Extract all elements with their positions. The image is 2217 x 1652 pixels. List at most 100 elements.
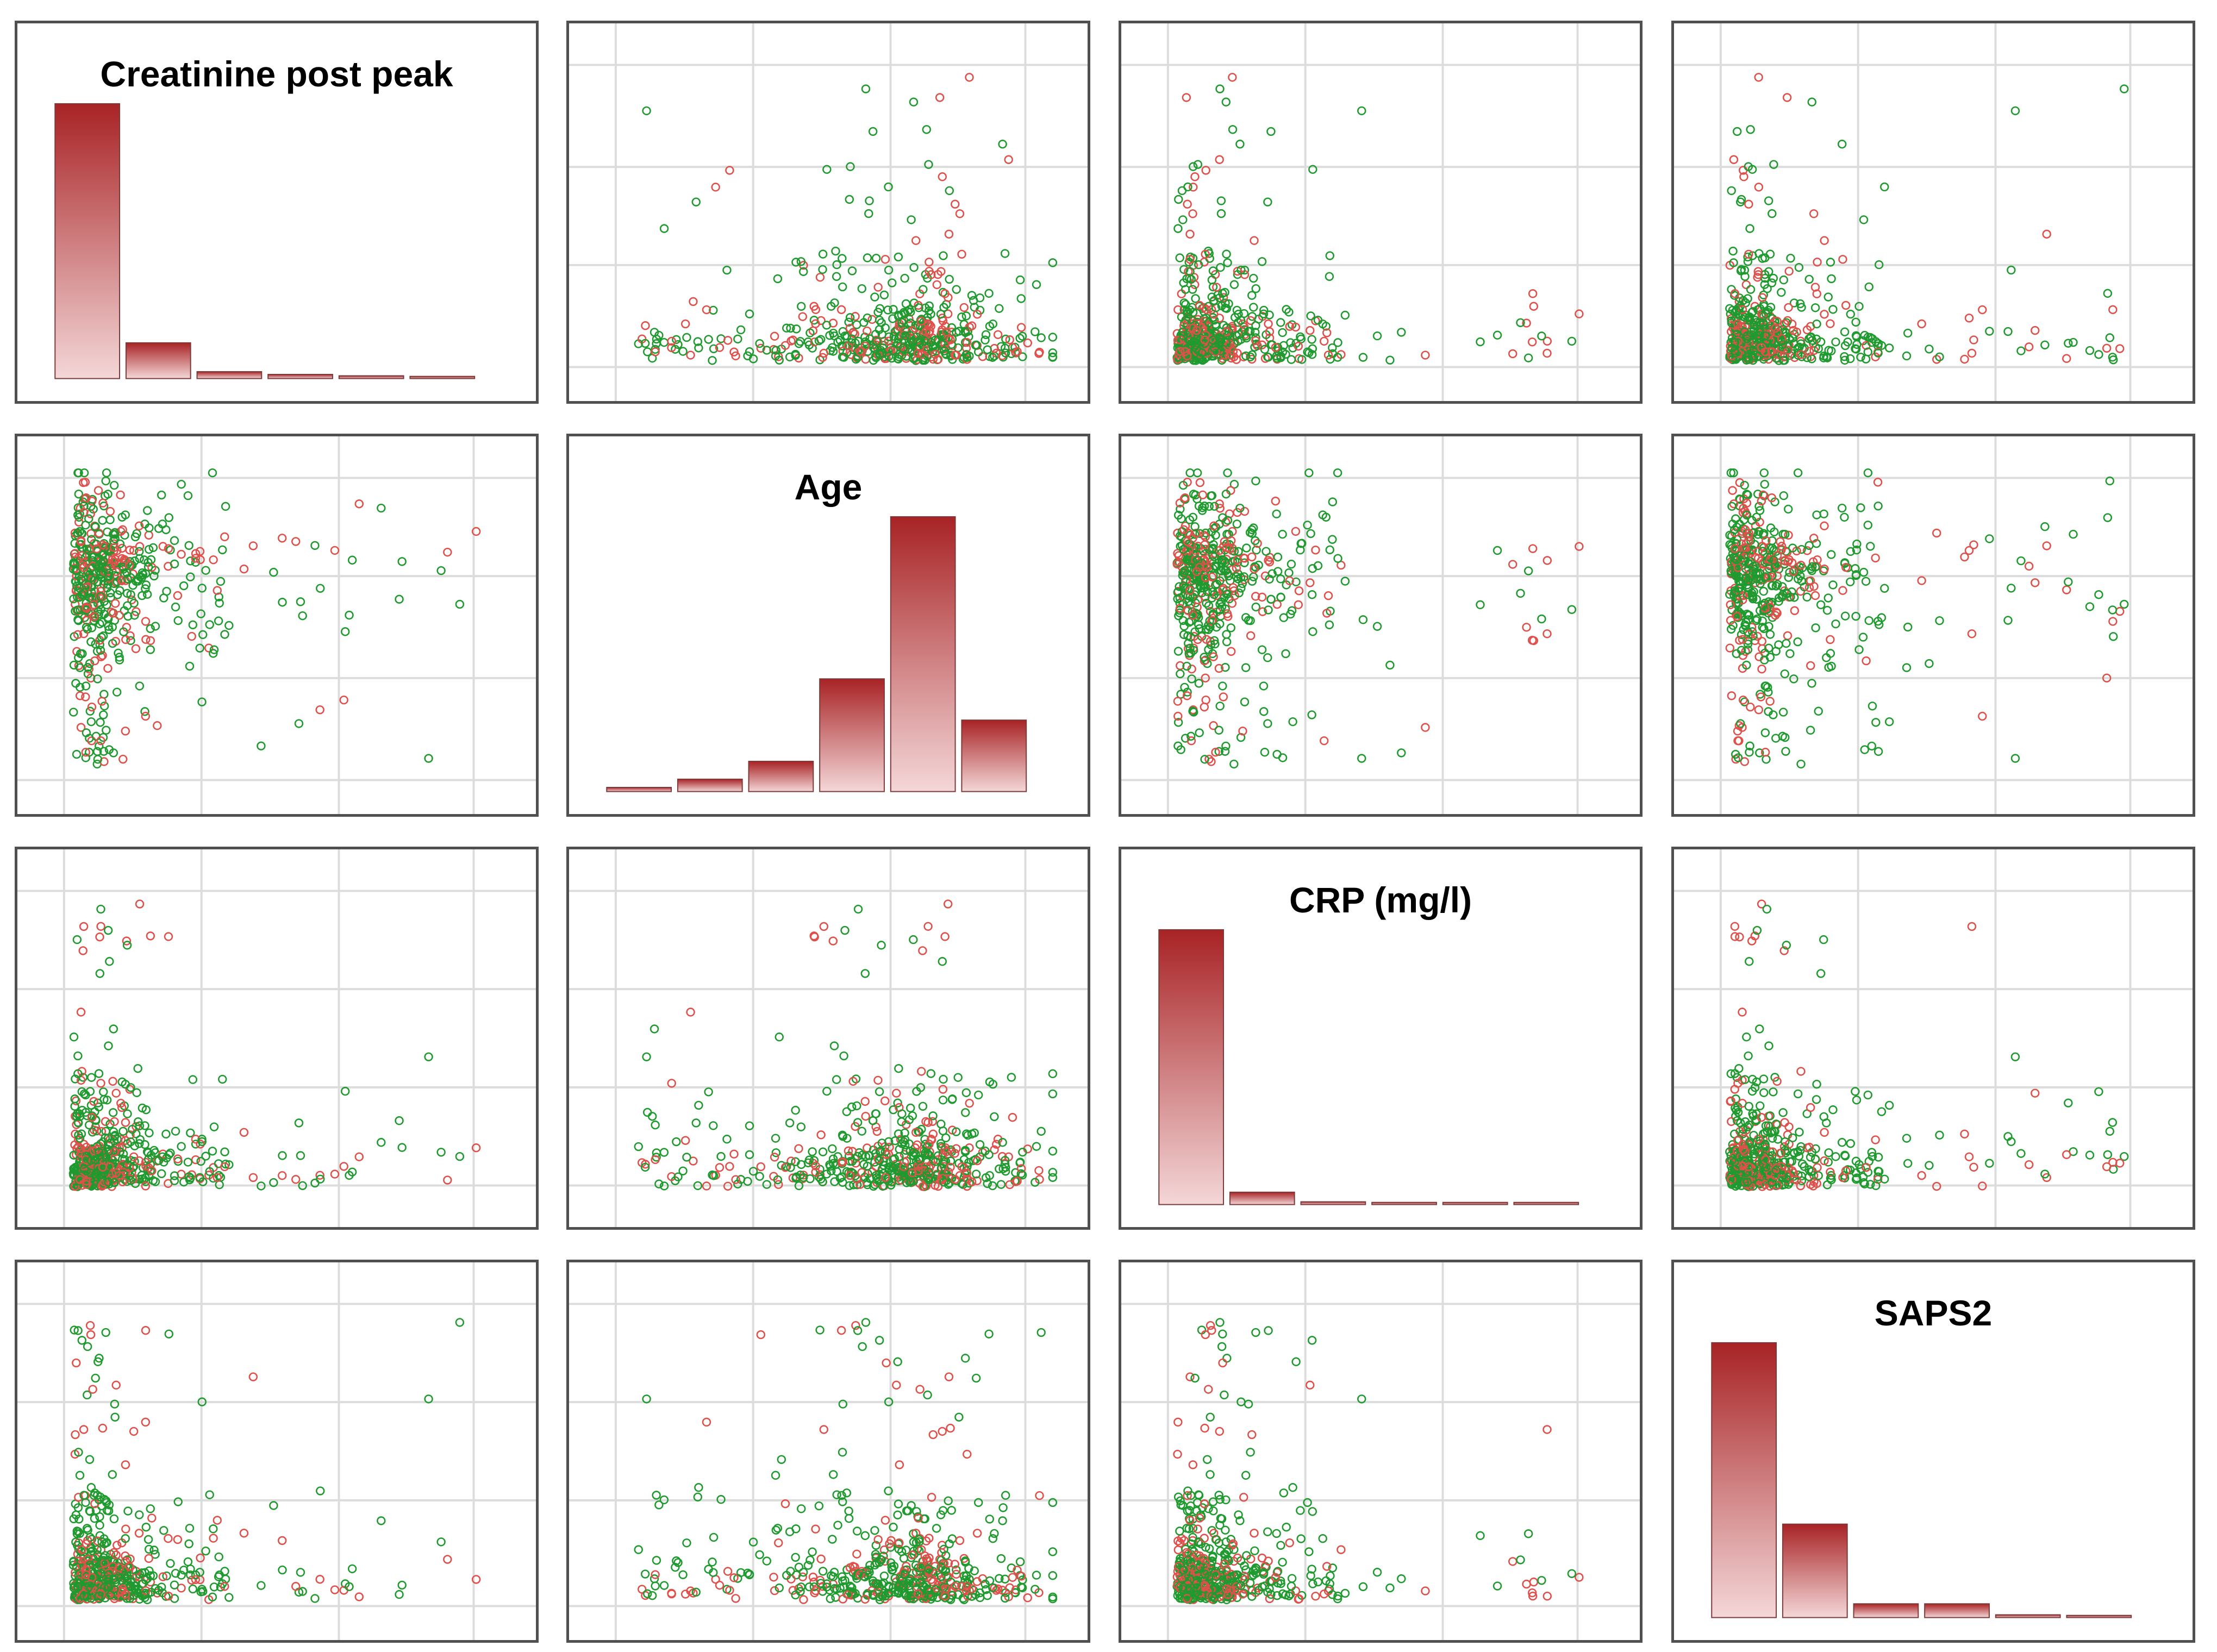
point-green: [1743, 294, 1752, 303]
point-green: [809, 1156, 819, 1165]
point-green: [1185, 515, 1195, 524]
point-green: [1263, 719, 1272, 728]
point-green: [148, 543, 158, 552]
point-green: [1745, 573, 1754, 583]
point-green: [745, 309, 754, 318]
point-green: [1749, 1130, 1758, 1140]
point-green: [651, 345, 660, 354]
point-green: [1018, 352, 1027, 361]
point-green: [1745, 316, 1754, 325]
point-red: [1964, 314, 1974, 323]
point-green: [1328, 497, 1338, 506]
point-green: [149, 1545, 159, 1555]
point-green: [642, 1107, 652, 1117]
point-green: [138, 1103, 147, 1113]
point-red: [93, 486, 103, 495]
point-green: [1903, 622, 1913, 632]
point-green: [1777, 336, 1787, 346]
point-red: [857, 1168, 866, 1177]
point-green: [1178, 327, 1188, 336]
point-green: [105, 957, 114, 966]
point-red: [1272, 599, 1282, 609]
point-green: [952, 328, 961, 337]
point-green: [93, 674, 102, 684]
point-green: [1221, 741, 1231, 751]
point-green: [1730, 1069, 1740, 1078]
point-red: [965, 73, 974, 82]
point-green: [151, 1550, 160, 1559]
point-red: [818, 353, 827, 362]
histogram-bar: [1229, 1191, 1295, 1205]
point-green: [1537, 614, 1546, 624]
point-green: [151, 622, 160, 631]
histogram-bar: [748, 760, 814, 792]
point-red: [1757, 496, 1766, 506]
point-green: [1804, 1172, 1814, 1181]
point-green: [1000, 1156, 1010, 1165]
point-red: [1733, 319, 1743, 329]
point-green: [1837, 1138, 1847, 1147]
point-green: [1873, 747, 1883, 756]
point-green: [82, 1166, 91, 1175]
point-green: [832, 272, 841, 281]
point-green: [736, 325, 746, 335]
point-red: [1754, 705, 1764, 715]
point-green: [1867, 337, 1877, 347]
point-red: [1527, 636, 1537, 645]
point-green: [224, 1160, 234, 1169]
point-red: [1820, 521, 1829, 530]
point-red: [134, 1156, 144, 1166]
point-red: [1023, 338, 1032, 348]
point-red: [89, 1097, 98, 1106]
point-green: [1240, 697, 1250, 706]
point-green: [883, 305, 892, 315]
point-red: [1841, 1166, 1851, 1175]
point-red: [1726, 600, 1735, 610]
point-green: [1279, 613, 1289, 622]
histogram-bar: [54, 103, 121, 379]
point-green: [1251, 328, 1260, 337]
point-green: [952, 1127, 961, 1136]
point-green: [1208, 611, 1217, 620]
point-green: [745, 1121, 754, 1130]
point-green: [85, 706, 95, 716]
point-green: [1807, 679, 1816, 688]
point-green: [889, 1163, 899, 1173]
point-red: [1738, 1145, 1748, 1154]
point-green: [1840, 355, 1850, 365]
point-green: [1222, 304, 1232, 313]
point-green: [98, 516, 107, 525]
point-green: [1340, 310, 1350, 320]
point-green: [773, 1175, 783, 1185]
point-green: [1795, 562, 1804, 572]
point-green: [2108, 353, 2118, 362]
point-green: [140, 707, 149, 716]
point-red: [1322, 609, 1332, 618]
point-green: [1207, 275, 1217, 285]
point-red: [1575, 542, 1584, 551]
point-green: [915, 338, 925, 348]
point-green: [875, 1156, 884, 1165]
point-green: [897, 318, 907, 327]
point-red: [1784, 1122, 1794, 1131]
point-red: [1732, 612, 1742, 621]
point-red: [930, 349, 940, 359]
point-red: [1195, 478, 1205, 487]
point-green: [791, 258, 801, 267]
point-red: [811, 1167, 820, 1177]
point-green: [2007, 265, 2016, 275]
point-green: [70, 1102, 79, 1111]
point-red: [1820, 1156, 1829, 1166]
point-green: [1935, 352, 1944, 361]
point-green: [1241, 351, 1251, 361]
point-green: [1260, 748, 1270, 757]
point-green: [1286, 609, 1295, 619]
point-green: [1761, 681, 1771, 691]
point-red: [1214, 664, 1224, 673]
point-green: [902, 1178, 911, 1187]
point-green: [2105, 333, 2115, 342]
point-green: [1229, 547, 1239, 556]
point-red: [1251, 592, 1260, 601]
point-red: [173, 591, 183, 600]
point-red: [1776, 537, 1785, 546]
